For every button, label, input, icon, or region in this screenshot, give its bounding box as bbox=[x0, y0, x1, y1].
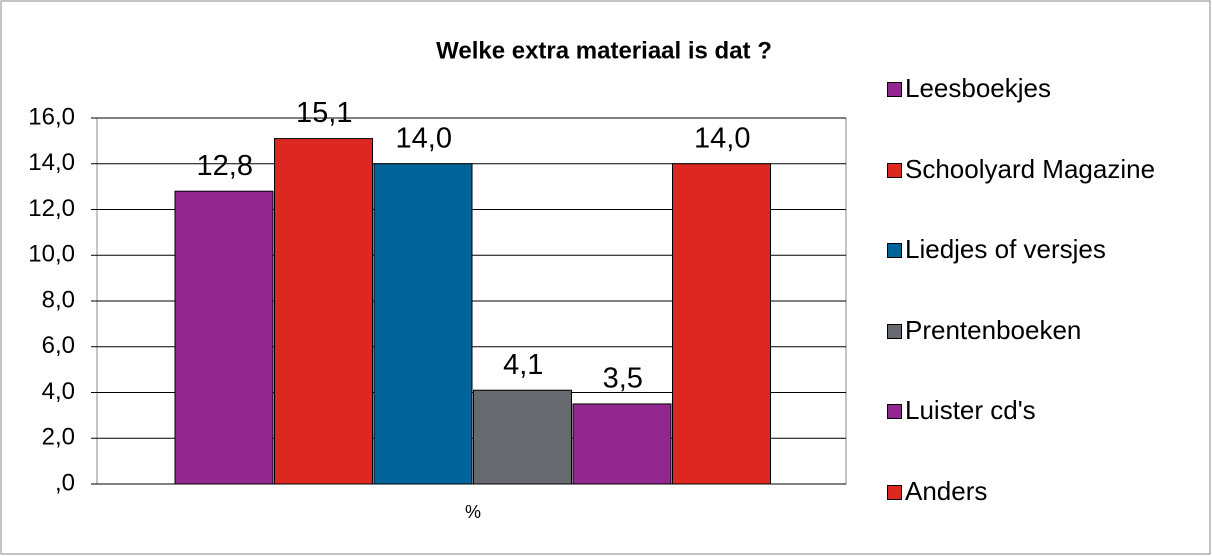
y-tick-label: 10,0 bbox=[28, 241, 75, 268]
bar bbox=[174, 190, 274, 485]
data-label: 15,1 bbox=[296, 97, 352, 129]
data-label: 4,1 bbox=[503, 349, 543, 381]
legend-item: Luister cd's bbox=[885, 392, 1185, 429]
bar bbox=[572, 403, 672, 485]
data-label: 14,0 bbox=[396, 122, 452, 154]
y-tick-label: 4,0 bbox=[42, 378, 75, 405]
y-tick-label: 14,0 bbox=[28, 149, 75, 176]
y-tick-label: 6,0 bbox=[42, 332, 75, 359]
legend-swatch bbox=[887, 243, 902, 259]
legend-label: Leesboekjes bbox=[905, 73, 1051, 103]
chart-title: Welke extra materiaal is dat ? bbox=[436, 37, 772, 64]
legend-item: Schoolyard Magazine bbox=[885, 151, 1185, 188]
bar bbox=[473, 389, 572, 485]
legend-swatch bbox=[887, 82, 902, 97]
y-tick-label: 2,0 bbox=[42, 424, 75, 451]
legend-label: Luister cd's bbox=[905, 395, 1036, 426]
legend-swatch bbox=[887, 404, 902, 420]
legend-label: Anders bbox=[905, 475, 988, 506]
legend-swatch bbox=[887, 162, 902, 178]
legend: Leesboekjes Schoolyard Magazine Liedjes of… bbox=[885, 70, 1185, 510]
y-tick-label: 16,0 bbox=[28, 103, 75, 130]
y-tick-label: 12,0 bbox=[28, 195, 75, 222]
legend-item: Liedjes of versjes bbox=[885, 231, 1185, 268]
legend-label: Prentenboeken bbox=[905, 314, 1082, 345]
legend-item: Anders bbox=[885, 473, 1185, 510]
data-label: 12,8 bbox=[197, 150, 253, 182]
x-tick-label: % bbox=[465, 502, 481, 522]
y-tick-label: ,0 bbox=[55, 469, 75, 496]
legend-item: Leesboekjes bbox=[885, 70, 1185, 107]
data-label: 3,5 bbox=[603, 363, 643, 395]
y-tick-label: 8,0 bbox=[42, 286, 75, 313]
legend-item: Prentenboeken bbox=[885, 312, 1185, 349]
legend-label: Liedjes of versjes bbox=[905, 234, 1106, 265]
data-label: 14,0 bbox=[694, 122, 750, 154]
bar bbox=[373, 163, 473, 485]
legend-swatch bbox=[887, 323, 902, 339]
bar bbox=[672, 163, 771, 485]
legend-label: Schoolyard Magazine bbox=[905, 153, 1156, 184]
bar bbox=[274, 138, 373, 485]
legend-swatch bbox=[887, 484, 902, 500]
